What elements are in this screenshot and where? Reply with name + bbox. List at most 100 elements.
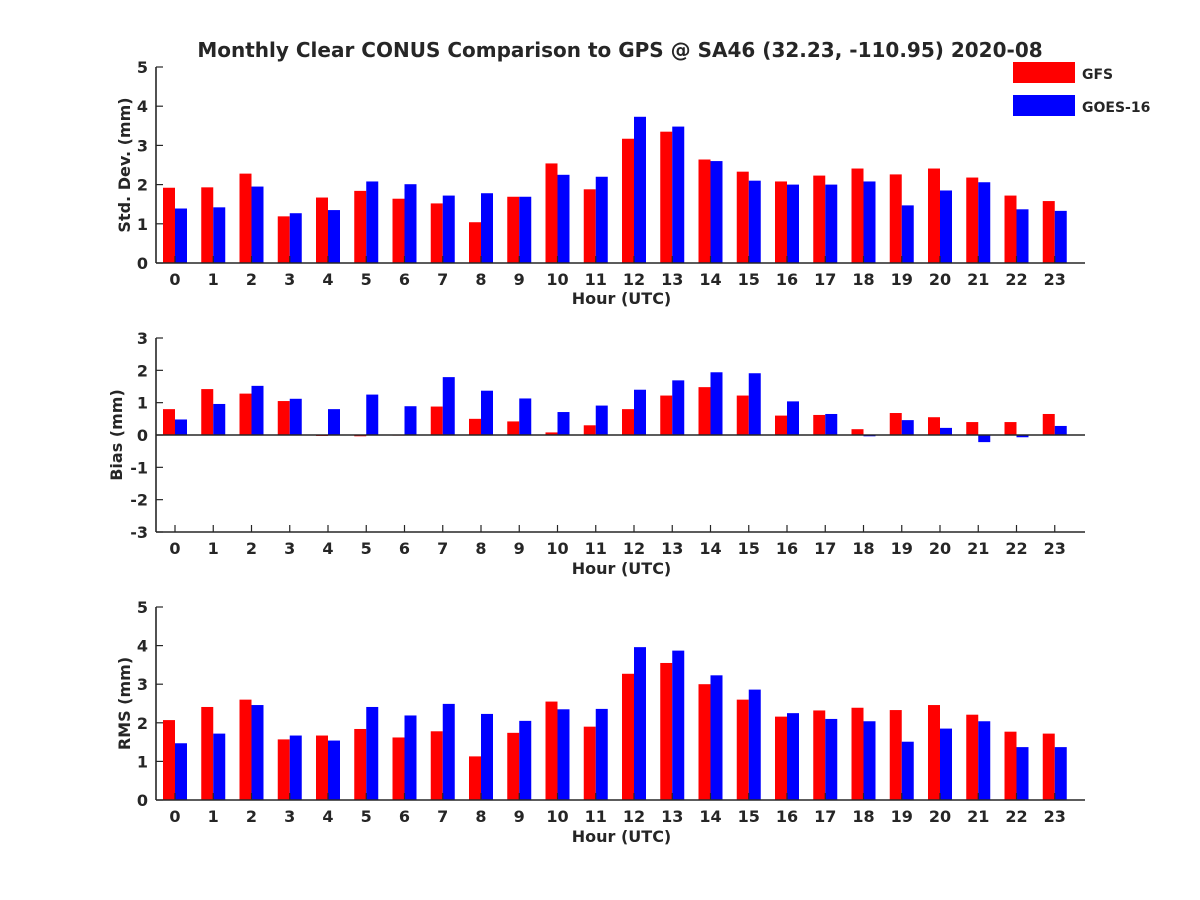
rms-bar-gfs-16 [775, 716, 787, 800]
bias-y-tick-label: 2 [137, 361, 148, 380]
std-dev-bar-gfs-22 [1004, 195, 1017, 263]
std-dev-bar-goes16-11 [595, 176, 608, 263]
rms-bar-goes16-19 [901, 741, 914, 800]
rms-bar-gfs-15 [736, 699, 749, 800]
bias-bar-gfs-21 [966, 422, 979, 435]
bias-bar-gfs-9 [507, 421, 520, 435]
std-dev-bar-goes16-7 [442, 195, 455, 263]
bias-x-tick-label: 2 [246, 539, 257, 558]
bias-x-tick-label: 23 [1044, 539, 1066, 558]
std-dev-bar-goes16-6 [404, 184, 417, 263]
rms-bar-goes16-1 [213, 733, 226, 800]
rms-bar-goes16-11 [595, 708, 608, 800]
std-dev-bar-goes16-8 [481, 193, 493, 263]
bias-x-tick-label: 11 [585, 539, 607, 558]
rms-bar-gfs-1 [201, 706, 214, 800]
std-dev-bar-gfs-6 [392, 198, 405, 263]
std-dev-bar-gfs-0 [163, 187, 175, 263]
std-dev-bar-goes16-23 [1054, 210, 1067, 263]
bias-x-tick-label: 16 [776, 539, 798, 558]
bias-x-tick-label: 12 [623, 539, 645, 558]
bias-bar-goes16-19 [901, 420, 914, 435]
rms-bar-gfs-14 [698, 684, 711, 800]
bias-x-tick-label: 22 [1005, 539, 1027, 558]
bias-bar-goes16-8 [481, 390, 493, 435]
rms-bar-goes16-7 [442, 703, 455, 800]
std-dev-x-tick-label: 16 [776, 270, 798, 289]
rms-bar-gfs-20 [928, 705, 940, 800]
std-dev-bar-gfs-17 [813, 175, 826, 263]
rms-x-tick-label: 1 [208, 807, 219, 826]
std-dev-bar-gfs-2 [239, 173, 252, 263]
bias-bar-goes16-6 [404, 406, 417, 435]
std-dev-bar-gfs-4 [316, 197, 328, 263]
bias-bar-gfs-15 [736, 395, 749, 435]
bias-y-tick-label: -3 [130, 523, 148, 542]
std-dev-bar-goes16-9 [519, 196, 532, 263]
rms-bar-goes16-10 [557, 709, 570, 800]
std-dev-bar-goes16-16 [787, 184, 799, 263]
std-dev-x-tick-label: 13 [661, 270, 683, 289]
rms-bar-goes16-3 [289, 735, 302, 800]
bias-bar-goes16-16 [787, 401, 799, 435]
rms-bar-gfs-9 [507, 732, 520, 800]
std-dev-y-tick-label: 5 [137, 58, 148, 77]
rms-bar-goes16-9 [519, 720, 532, 800]
bias-bar-gfs-12 [622, 409, 634, 435]
std-dev-bar-goes16-17 [825, 184, 838, 263]
rms-bar-gfs-7 [430, 731, 443, 800]
std-dev-bar-gfs-19 [889, 174, 902, 263]
bias-bar-gfs-3 [277, 401, 290, 435]
rms-bar-gfs-5 [354, 728, 367, 800]
std-dev-x-tick-label: 12 [623, 270, 645, 289]
rms-x-tick-label: 12 [623, 807, 645, 826]
bias-bar-gfs-0 [163, 409, 175, 435]
bias-bar-goes16-2 [251, 385, 264, 435]
bias-y-tick-label: 1 [137, 394, 148, 413]
bias-bar-gfs-23 [1042, 413, 1055, 435]
legend-label-gfs: GFS [1082, 67, 1113, 83]
rms-bar-goes16-23 [1054, 747, 1067, 800]
std-dev-x-tick-label: 21 [967, 270, 989, 289]
std-dev-x-tick-label: 7 [437, 270, 448, 289]
rms-x-tick-label: 20 [929, 807, 951, 826]
bias-x-tick-label: 20 [929, 539, 951, 558]
rms-bar-gfs-21 [966, 714, 979, 800]
std-dev-bar-gfs-16 [775, 181, 787, 263]
std-dev-x-axis-label: Hour (UTC) [572, 289, 672, 308]
std-dev-bar-goes16-5 [366, 181, 379, 263]
legend-swatch-goes16 [1013, 95, 1075, 116]
std-dev-x-tick-label: 14 [699, 270, 721, 289]
std-dev-x-tick-label: 8 [475, 270, 486, 289]
bias-bar-goes16-14 [710, 372, 723, 435]
bias-x-tick-label: 4 [322, 539, 333, 558]
bias-bar-gfs-17 [813, 414, 826, 435]
bias-bar-gfs-2 [239, 393, 252, 435]
bias-bar-goes16-15 [748, 373, 761, 435]
std-dev-x-tick-label: 17 [814, 270, 836, 289]
rms-bar-goes16-22 [1016, 747, 1029, 800]
rms-x-tick-label: 5 [361, 807, 372, 826]
bias-y-tick-label: 3 [137, 329, 148, 348]
rms-y-tick-label: 3 [137, 675, 148, 694]
bias-x-tick-label: 0 [169, 539, 180, 558]
std-dev-x-tick-label: 9 [514, 270, 525, 289]
std-dev-bar-gfs-7 [430, 203, 443, 263]
rms-x-tick-label: 22 [1005, 807, 1027, 826]
rms-bar-goes16-18 [863, 721, 876, 800]
bias-x-tick-label: 14 [699, 539, 721, 558]
bias-bar-goes16-13 [672, 380, 685, 435]
rms-y-tick-label: 1 [137, 752, 148, 771]
std-dev-bar-goes16-0 [175, 208, 187, 263]
rms-bar-goes16-2 [251, 705, 264, 800]
std-dev-bar-goes16-3 [289, 213, 302, 263]
rms-bar-goes16-4 [328, 740, 340, 800]
bias-x-tick-label: 19 [891, 539, 913, 558]
bias-y-tick-label: -1 [130, 458, 148, 477]
bias-bar-gfs-19 [889, 413, 902, 435]
bias-bar-goes16-21 [978, 435, 991, 443]
std-dev-y-axis-label: Std. Dev. (mm) [115, 97, 134, 232]
